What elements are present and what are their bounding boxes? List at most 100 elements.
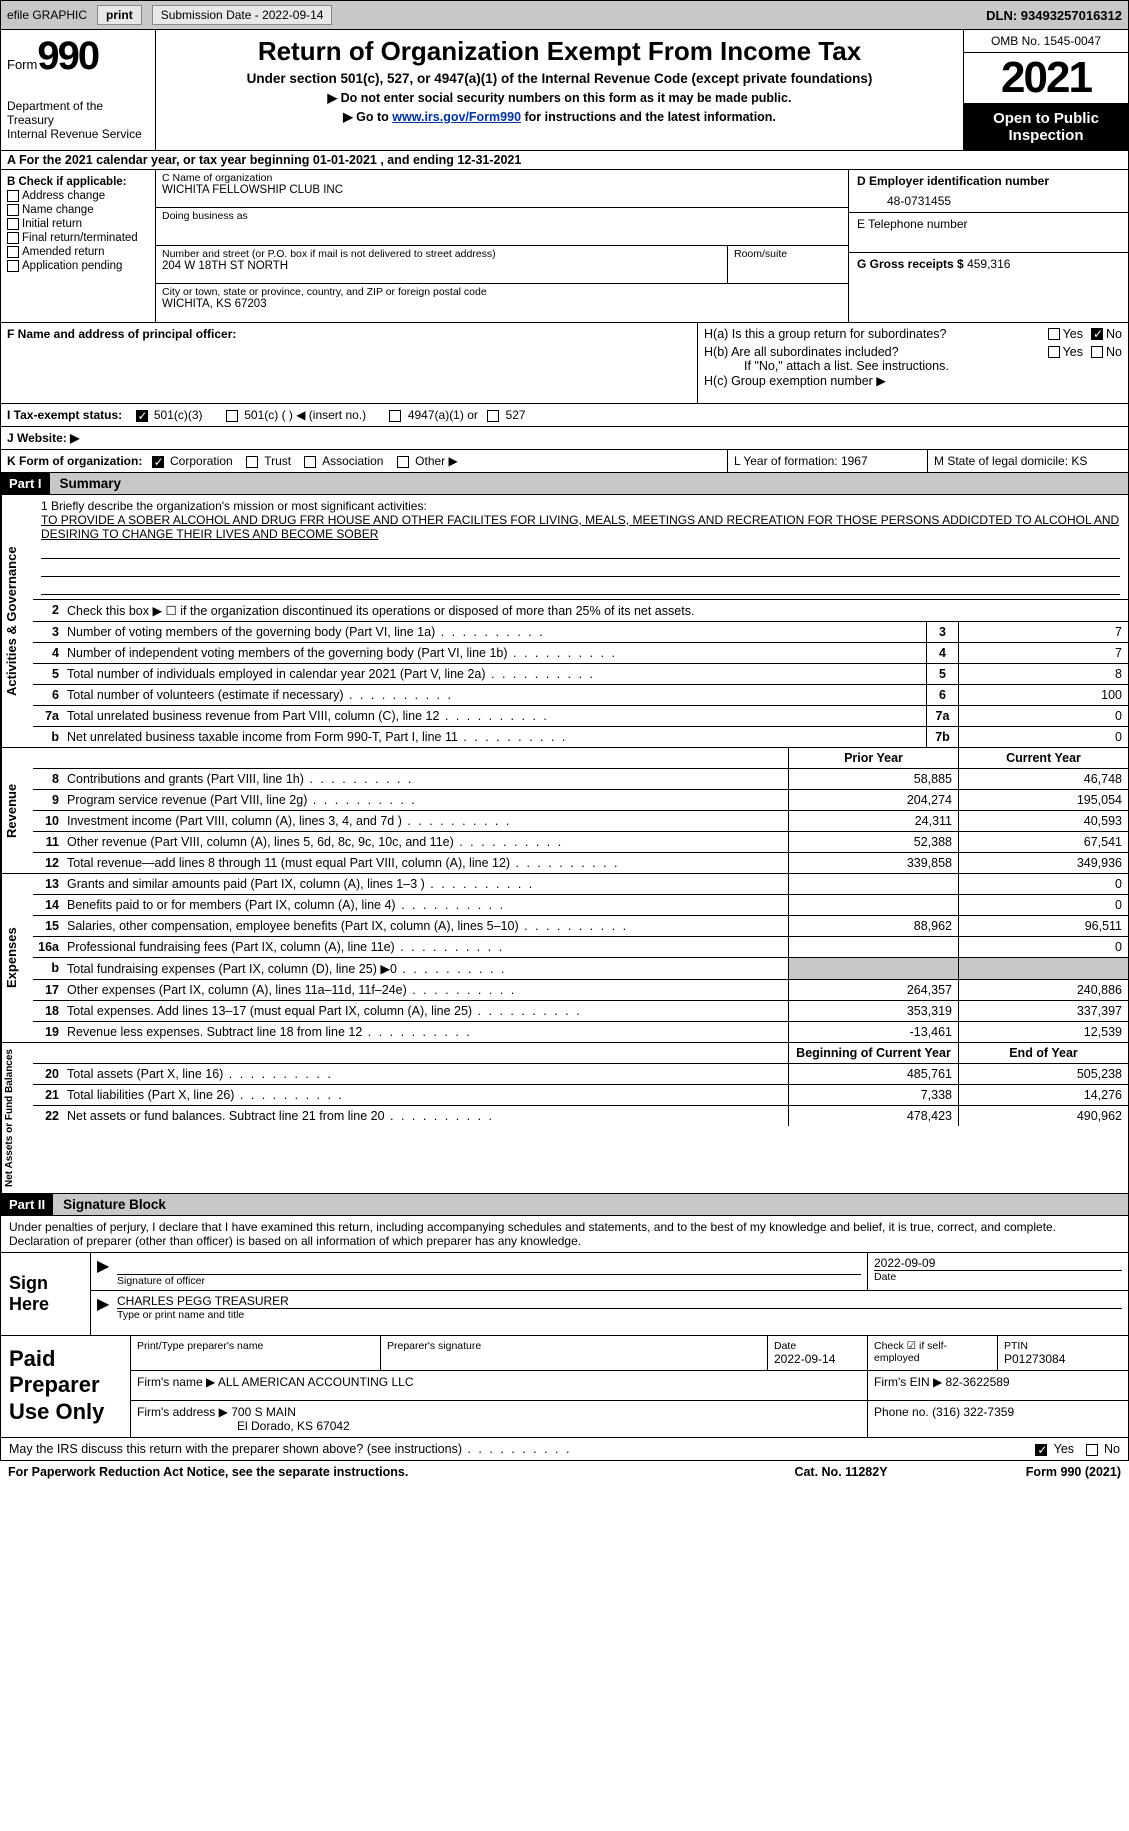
col-b-checkboxes: B Check if applicable: Address change Na… — [1, 170, 156, 322]
ha-no[interactable] — [1091, 328, 1103, 340]
chk-amended-return[interactable]: Amended return — [7, 246, 149, 258]
summary-line-12: 12Total revenue—add lines 8 through 11 (… — [33, 853, 1128, 873]
firm-phone-label: Phone no. — [874, 1405, 929, 1419]
field-city: City or town, state or province, country… — [156, 284, 848, 322]
f-label: F Name and address of principal officer: — [7, 327, 236, 341]
hc-label: H(c) Group exemption number ▶ — [704, 373, 1122, 388]
hb-no[interactable] — [1091, 346, 1103, 358]
col-d-ein: D Employer identification number 48-0731… — [848, 170, 1128, 322]
vtab-revenue: Revenue — [1, 748, 33, 873]
sign-here-label: Sign Here — [1, 1253, 91, 1335]
summary-line-4: 4Number of independent voting members of… — [33, 643, 1128, 664]
print-button[interactable]: print — [97, 5, 142, 25]
firm-addr-label: Firm's address ▶ — [137, 1405, 228, 1419]
hdr-current-year: Current Year — [958, 748, 1128, 768]
prep-sig-label: Preparer's signature — [387, 1340, 761, 1352]
prep-row-1: Print/Type preparer's name Preparer's si… — [131, 1336, 1128, 1371]
paid-preparer: Paid Preparer Use Only Print/Type prepar… — [0, 1336, 1129, 1438]
hdr-end-year: End of Year — [958, 1043, 1128, 1063]
tel-cell: E Telephone number — [849, 213, 1128, 253]
chk-527[interactable] — [487, 410, 499, 422]
prep-selfemp: Check ☑ if self-employed — [868, 1336, 998, 1370]
chk-other[interactable] — [397, 456, 409, 468]
chk-501c3[interactable] — [136, 410, 148, 422]
mission-text: TO PROVIDE A SOBER ALCOHOL AND DRUG FRR … — [41, 513, 1120, 541]
l-year-formation: L Year of formation: 1967 — [728, 450, 928, 472]
prep-name-label: Print/Type preparer's name — [137, 1340, 374, 1352]
dln: DLN: 93493257016312 — [986, 8, 1122, 23]
omb-number: OMB No. 1545-0047 — [964, 30, 1128, 53]
form-header: Form990 Department of the Treasury Inter… — [0, 30, 1129, 151]
chk-501c[interactable] — [226, 410, 238, 422]
ha-label: H(a) Is this a group return for subordin… — [704, 327, 1048, 341]
summary-line-21: 21Total liabilities (Part X, line 26)7,3… — [33, 1085, 1128, 1106]
mission-label: 1 Briefly describe the organization's mi… — [41, 499, 1120, 513]
summary-line-17: 17Other expenses (Part IX, column (A), l… — [33, 980, 1128, 1001]
chk-address-change[interactable]: Address change — [7, 190, 149, 202]
hb-yes[interactable] — [1048, 346, 1060, 358]
sig-declaration: Under penalties of perjury, I declare th… — [1, 1216, 1128, 1252]
col-c-org-info: C Name of organization WICHITA FELLOWSHI… — [156, 170, 848, 322]
summary-line-14: 14Benefits paid to or for members (Part … — [33, 895, 1128, 916]
summary-line-16a: 16aProfessional fundraising fees (Part I… — [33, 937, 1128, 958]
room-label: Room/suite — [734, 248, 842, 260]
principal-officer: F Name and address of principal officer: — [1, 323, 698, 403]
city-label: City or town, state or province, country… — [162, 286, 842, 298]
summary-line-18: 18Total expenses. Add lines 13–17 (must … — [33, 1001, 1128, 1022]
firm-name-label: Firm's name ▶ — [137, 1375, 215, 1389]
chk-initial-return[interactable]: Initial return — [7, 218, 149, 230]
summary-line-2: 2Check this box ▶ ☐ if the organization … — [33, 600, 1128, 622]
ein-label: D Employer identification number — [857, 174, 1120, 188]
summary-line-8: 8Contributions and grants (Part VIII, li… — [33, 769, 1128, 790]
discuss-no[interactable] — [1086, 1444, 1098, 1456]
dba-label: Doing business as — [162, 210, 842, 222]
gross-label: G Gross receipts $ — [857, 257, 964, 271]
chk-trust[interactable] — [246, 456, 258, 468]
firm-ein-label: Firm's EIN ▶ — [874, 1375, 942, 1389]
summary-line-b: bNet unrelated business taxable income f… — [33, 727, 1128, 747]
net-col-headers: Beginning of Current Year End of Year — [33, 1043, 1128, 1064]
ptin-value: P01273084 — [1004, 1352, 1122, 1366]
paperwork-notice: For Paperwork Reduction Act Notice, see … — [8, 1465, 741, 1479]
chk-final-return[interactable]: Final return/terminated — [7, 232, 149, 244]
header-right: OMB No. 1545-0047 2021 Open to Public In… — [963, 30, 1128, 150]
k-label: K Form of organization: — [7, 454, 142, 468]
summary-line-11: 11Other revenue (Part VIII, column (A), … — [33, 832, 1128, 853]
discuss-yes[interactable] — [1035, 1444, 1047, 1456]
j-label: J Website: ▶ — [1, 427, 1128, 449]
chk-name-change[interactable]: Name change — [7, 204, 149, 216]
firm-addr-value: 700 S MAIN — [231, 1405, 296, 1419]
prep-row-2: Firm's name ▶ ALL AMERICAN ACCOUNTING LL… — [131, 1371, 1128, 1401]
sig-name-label: Type or print name and title — [117, 1308, 1122, 1321]
field-dba: Doing business as — [156, 208, 848, 246]
addr-value: 204 W 18TH ST NORTH — [162, 260, 721, 272]
vtab-governance: Activities & Governance — [1, 495, 33, 747]
summary-line-15: 15Salaries, other compensation, employee… — [33, 916, 1128, 937]
note-ssn: ▶ Do not enter social security numbers o… — [166, 90, 953, 105]
sig-date-value: 2022-09-09 — [874, 1256, 1122, 1270]
footer-discuss: May the IRS discuss this return with the… — [0, 1438, 1129, 1461]
sig-officer-label: Signature of officer — [117, 1274, 861, 1287]
section-revenue: Revenue Prior Year Current Year 8Contrib… — [0, 748, 1129, 874]
hb-label: H(b) Are all subordinates included? — [704, 345, 1048, 359]
vtab-expenses: Expenses — [1, 874, 33, 1042]
chk-corp[interactable] — [152, 456, 164, 468]
chk-assoc[interactable] — [304, 456, 316, 468]
chk-4947[interactable] — [389, 410, 401, 422]
signature-block: Under penalties of perjury, I declare th… — [0, 1216, 1129, 1336]
vtab-net-assets: Net Assets or Fund Balances — [1, 1043, 33, 1193]
firm-ein-value: 82-3622589 — [946, 1375, 1010, 1389]
tax-year: 2021 — [964, 53, 1128, 104]
ein-value: 48-0731455 — [857, 188, 1120, 208]
hb-note: If "No," attach a list. See instructions… — [704, 359, 1122, 373]
prep-row-3: Firm's address ▶ 700 S MAINEl Dorado, KS… — [131, 1401, 1128, 1437]
ha-yes[interactable] — [1048, 328, 1060, 340]
field-org-name: C Name of organization WICHITA FELLOWSHI… — [156, 170, 848, 208]
part-i-header: Part I Summary — [0, 473, 1129, 495]
section-bcd: B Check if applicable: Address change Na… — [0, 170, 1129, 323]
irs-link[interactable]: www.irs.gov/Form990 — [392, 110, 521, 124]
summary-line-3: 3Number of voting members of the governi… — [33, 622, 1128, 643]
chk-application-pending[interactable]: Application pending — [7, 260, 149, 272]
prep-label: Paid Preparer Use Only — [1, 1336, 131, 1437]
form-number: 990 — [37, 34, 98, 78]
